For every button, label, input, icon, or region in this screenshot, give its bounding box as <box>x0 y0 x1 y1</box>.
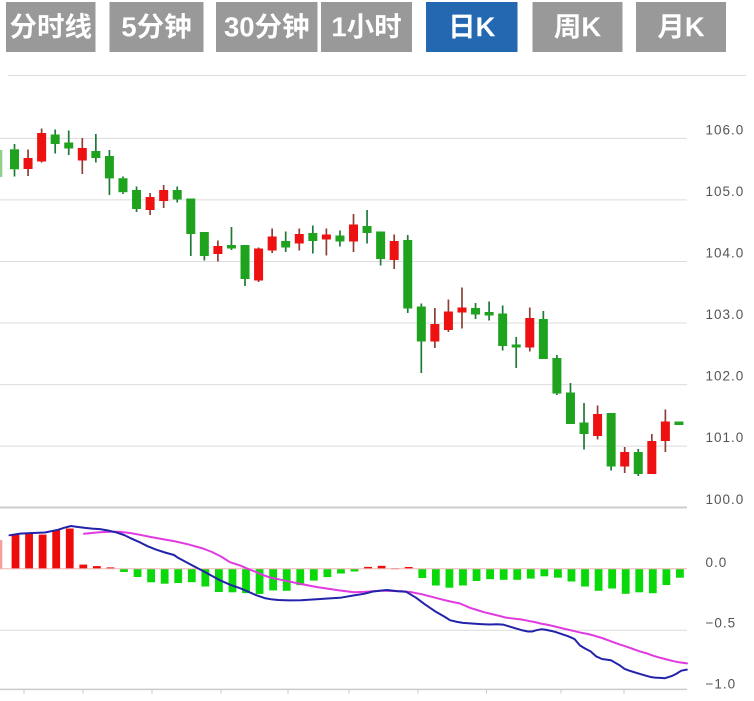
svg-text:106.0: 106.0 <box>706 123 745 138</box>
svg-text:101.0: 101.0 <box>706 430 745 445</box>
svg-text:102.0: 102.0 <box>706 369 745 384</box>
svg-text:−0.5: −0.5 <box>706 616 737 631</box>
svg-text:103.0: 103.0 <box>706 307 745 322</box>
svg-text:−1.0: −1.0 <box>706 677 737 692</box>
svg-text:104.0: 104.0 <box>706 246 745 261</box>
svg-text:100.0: 100.0 <box>706 492 745 507</box>
svg-text:105.0: 105.0 <box>706 184 745 199</box>
svg-text:0.0: 0.0 <box>706 555 728 570</box>
